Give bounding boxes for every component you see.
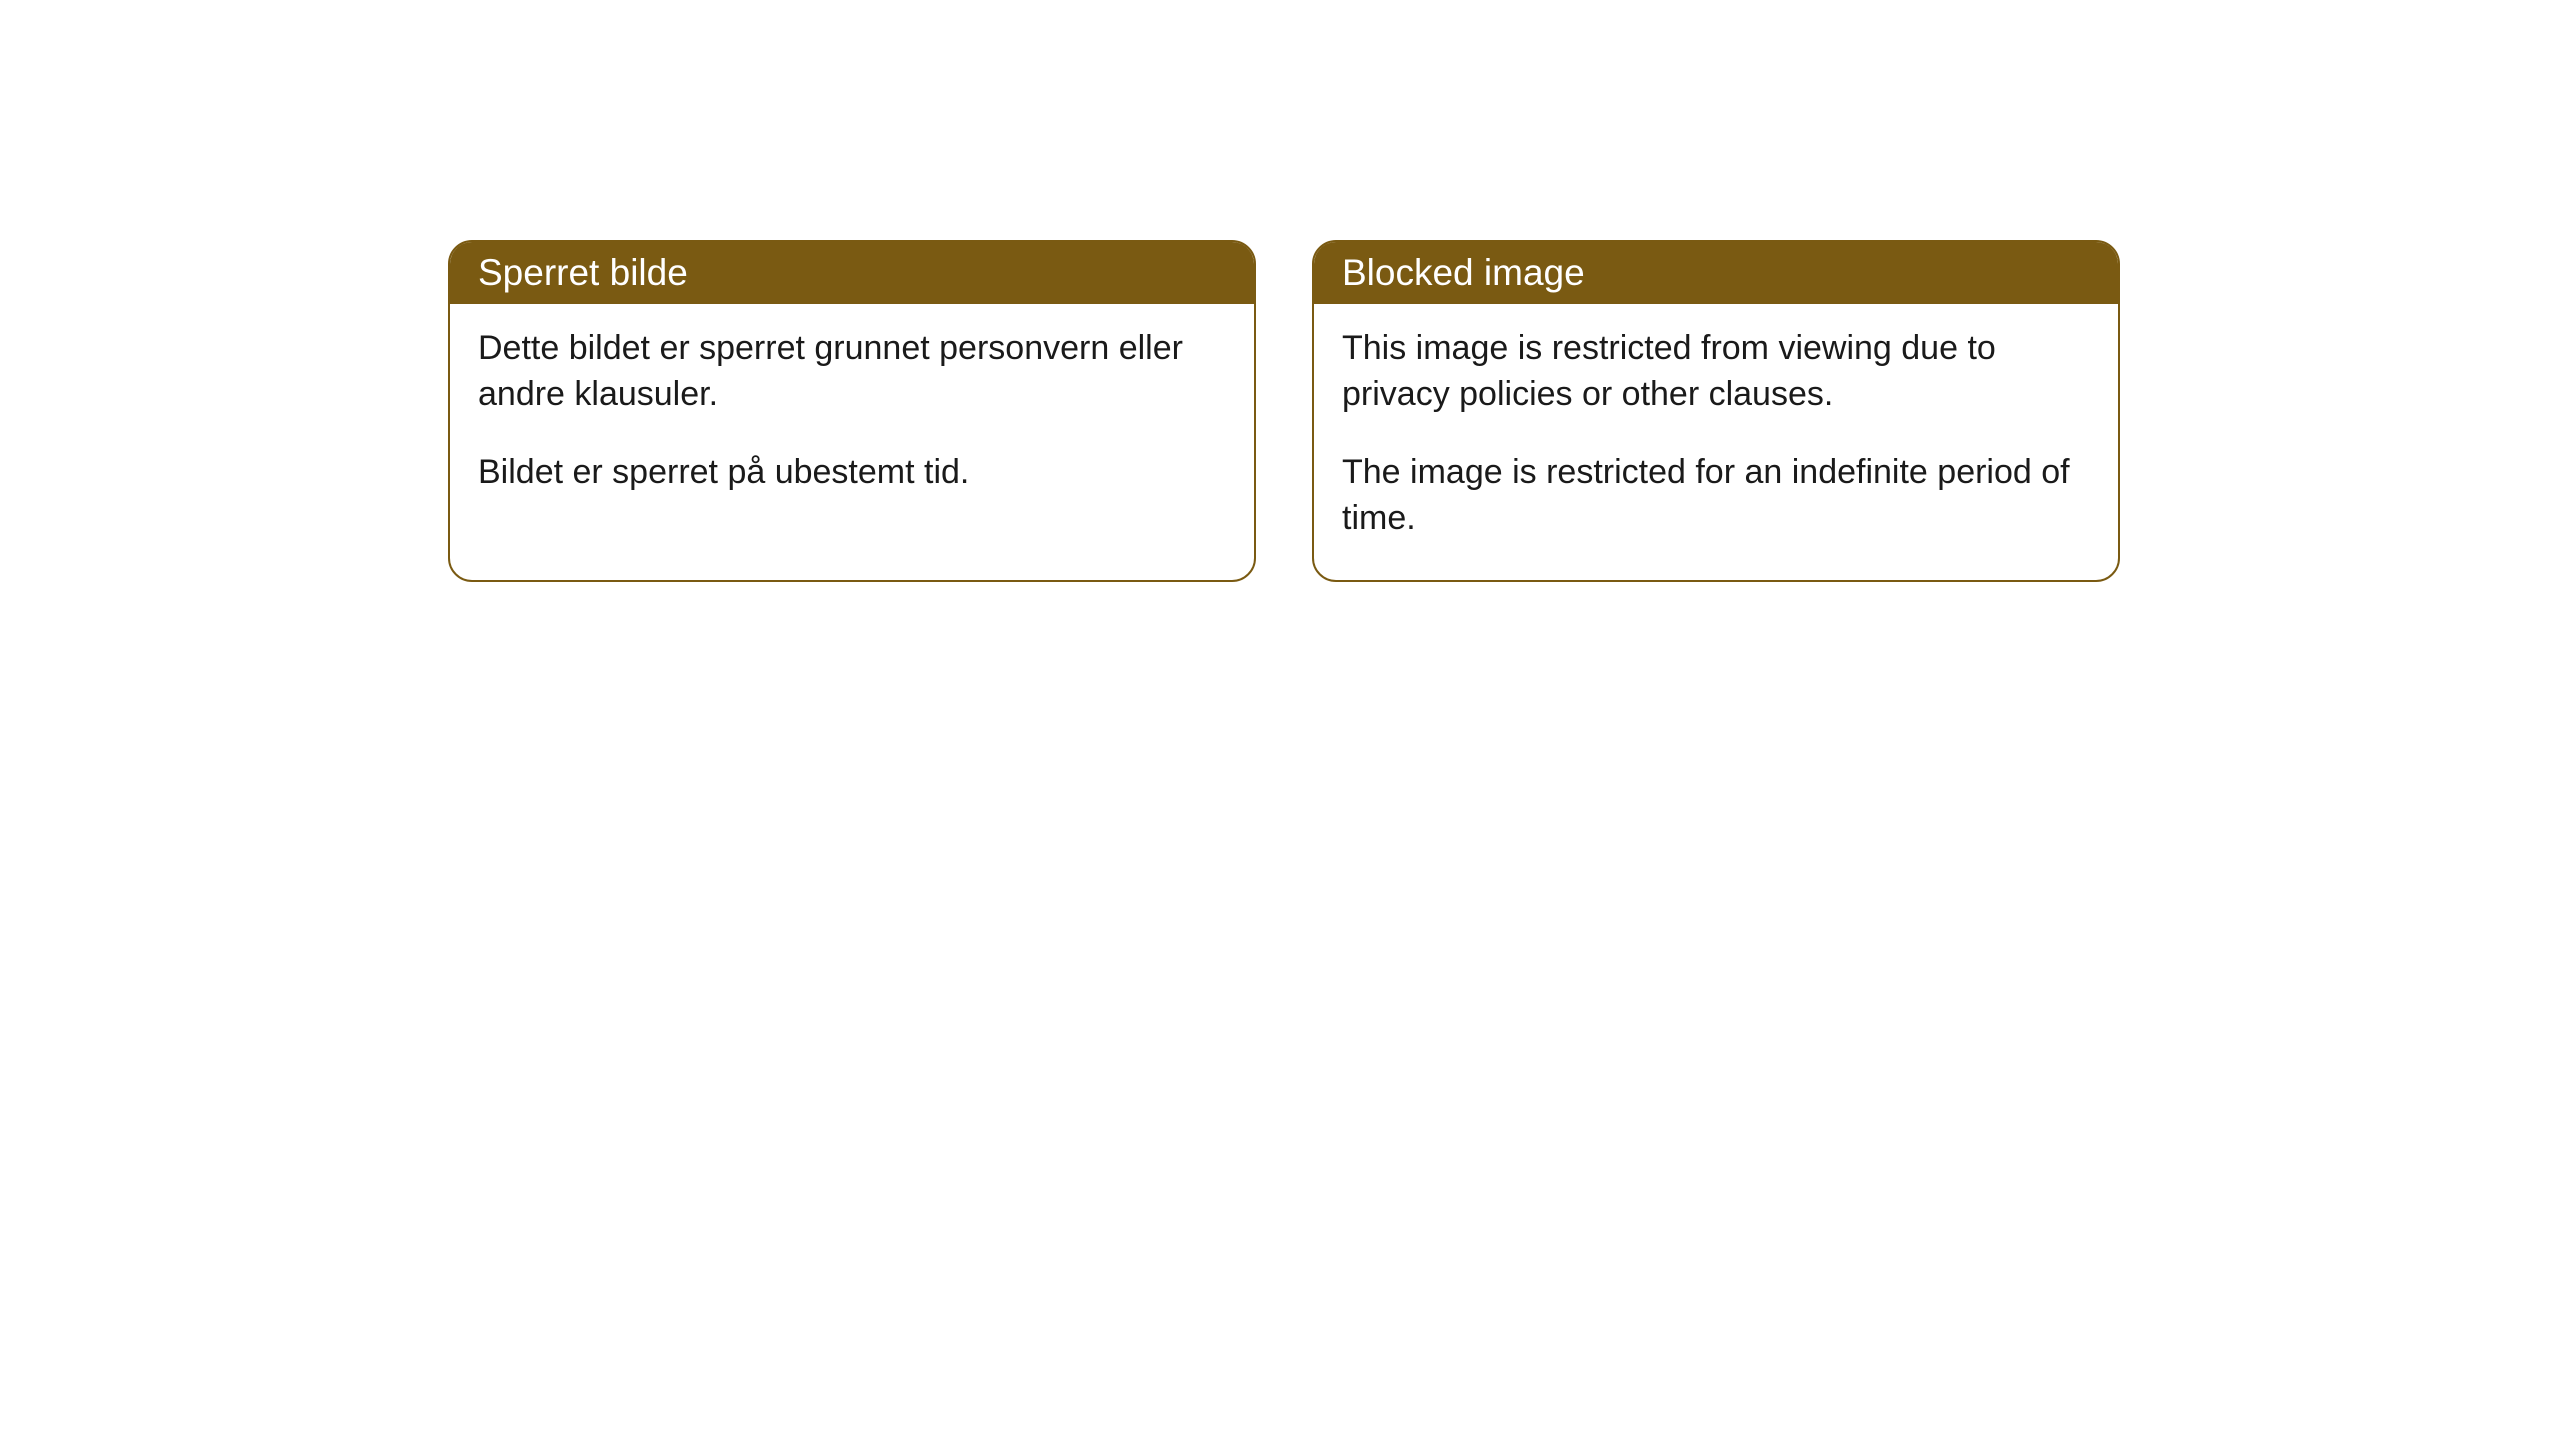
card-title: Blocked image — [1342, 252, 1585, 293]
card-header: Sperret bilde — [450, 242, 1254, 304]
card-paragraph-2: The image is restricted for an indefinit… — [1342, 450, 2090, 542]
card-header: Blocked image — [1314, 242, 2118, 304]
card-paragraph-1: Dette bildet er sperret grunnet personve… — [478, 326, 1226, 418]
card-paragraph-2: Bildet er sperret på ubestemt tid. — [478, 450, 1226, 496]
card-paragraph-1: This image is restricted from viewing du… — [1342, 326, 2090, 418]
card-body: Dette bildet er sperret grunnet personve… — [450, 304, 1254, 534]
blocked-image-card-no: Sperret bilde Dette bildet er sperret gr… — [448, 240, 1256, 582]
card-title: Sperret bilde — [478, 252, 688, 293]
cards-container: Sperret bilde Dette bildet er sperret gr… — [448, 240, 2120, 582]
card-body: This image is restricted from viewing du… — [1314, 304, 2118, 580]
blocked-image-card-en: Blocked image This image is restricted f… — [1312, 240, 2120, 582]
